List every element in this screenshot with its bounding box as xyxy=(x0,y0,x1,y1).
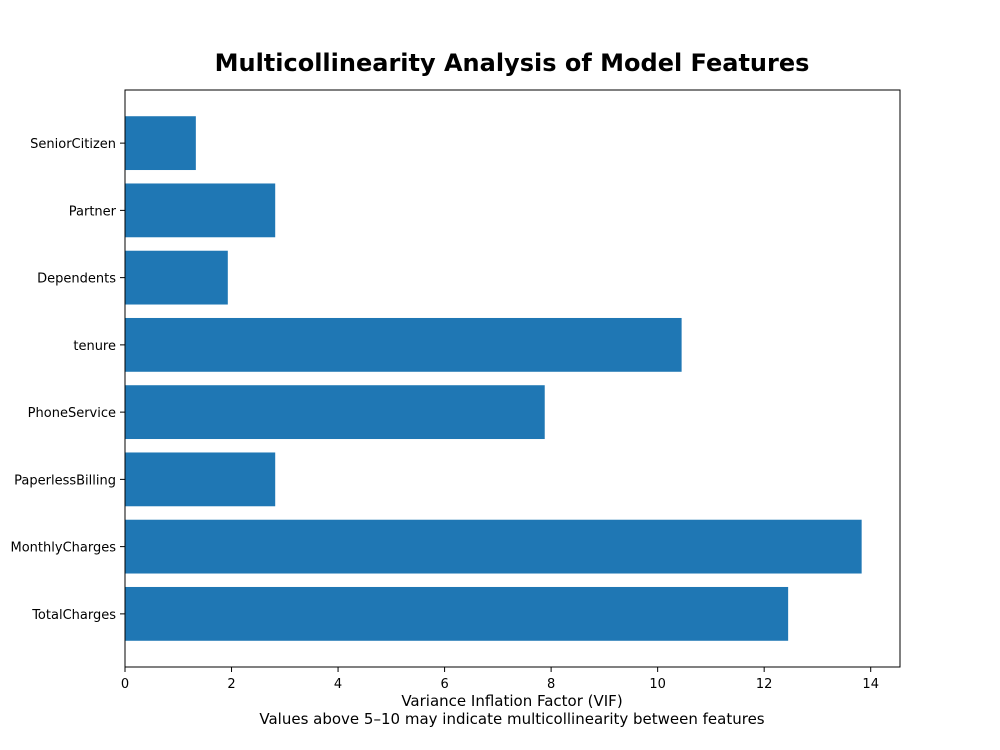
x-axis: 0 2 4 6 8 10 12 14 xyxy=(121,667,879,692)
y-tick-label: tenure xyxy=(73,339,116,354)
y-tick-label: PhoneService xyxy=(28,406,116,421)
chart-title: Multicollinearity Analysis of Model Feat… xyxy=(215,49,810,77)
bar-phoneservice xyxy=(125,385,545,440)
x-tick-label: 12 xyxy=(756,677,773,692)
y-tick-label: TotalCharges xyxy=(31,608,116,623)
bar-monthlycharges xyxy=(125,519,862,574)
y-tick-label: Dependents xyxy=(37,272,116,287)
y-tick-label: SeniorCitizen xyxy=(30,137,116,152)
x-axis-label: Variance Inflation Factor (VIF) xyxy=(401,692,622,710)
bar-dependents xyxy=(125,250,228,305)
bar-paperlessbilling xyxy=(125,452,276,507)
x-tick-label: 2 xyxy=(227,677,235,692)
plot-frame xyxy=(124,89,901,668)
y-tick-label: MonthlyCharges xyxy=(11,541,117,556)
bar-seniorcitizen xyxy=(125,116,196,171)
x-tick-label: 8 xyxy=(547,677,555,692)
bar-totalcharges xyxy=(125,586,789,641)
x-tick-label: 10 xyxy=(649,677,666,692)
chart-caption: Values above 5–10 may indicate multicoll… xyxy=(259,710,764,728)
y-axis: SeniorCitizen Partner Dependents tenure Phon… xyxy=(11,137,125,623)
x-tick-label: 14 xyxy=(862,677,879,692)
bar-tenure xyxy=(125,317,682,372)
x-tick-label: 0 xyxy=(121,677,129,692)
x-tick-label: 6 xyxy=(440,677,448,692)
bars-layer xyxy=(125,116,862,641)
bar-partner xyxy=(125,183,276,238)
y-tick-label: PaperlessBilling xyxy=(14,473,116,488)
y-tick-label: Partner xyxy=(69,204,117,219)
x-tick-label: 4 xyxy=(334,677,342,692)
